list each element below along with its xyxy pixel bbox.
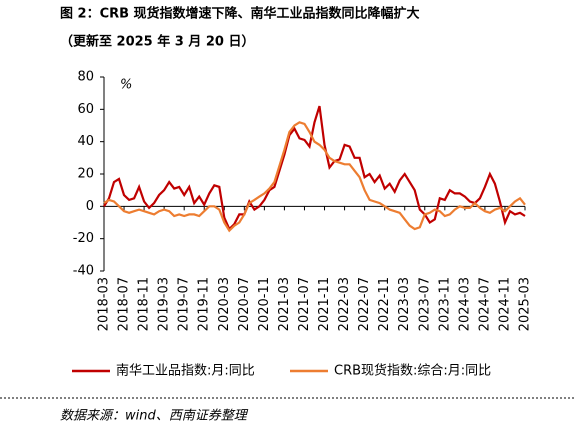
x-tick-label: 2022-11 [377,277,392,331]
x-tick-label: 2018-07 [117,277,132,331]
y-tick-label: 40 [77,134,94,149]
x-tick-label: 2019-11 [197,277,212,331]
x-tick-label: 2018-03 [97,277,112,331]
x-tick-label: 2020-11 [257,277,272,331]
x-tick-label: 2019-03 [157,277,172,331]
x-tick-label: 2021-03 [277,277,292,331]
y-tick-label: 0 [86,199,94,214]
x-tick-label: 2018-11 [137,277,152,331]
x-tick-label: 2022-07 [357,277,372,331]
x-tick-label: 2021-07 [297,277,312,331]
y-tick-label: -40 [73,264,94,279]
chart-title: 图 2：CRB 现货指数增速下降、南华工业品指数同比降幅扩大 [60,6,420,22]
source: 数据来源：wind、西南证券整理 [60,409,249,424]
series-line [103,105,526,231]
chart-subtitle: （更新至 2025 年 3 月 20 日） [60,34,254,50]
legend-label: 南华工业品指数:月:同比 [116,363,255,379]
x-tick-label: 2020-07 [237,277,252,331]
x-tick-label: 2024-03 [457,277,472,331]
x-tick-label: 2019-07 [177,277,192,331]
x-tick-label: 2023-11 [437,277,452,331]
y-tick-label: -20 [73,231,94,246]
x-tick-label: 2024-11 [497,277,512,331]
y-tick-label: 80 [77,70,94,85]
series-line [103,121,526,233]
x-tick-label: 2025-03 [518,277,533,331]
y-tick-label: 60 [77,102,94,117]
x-tick-label: 2020-03 [217,277,232,331]
y-unit: % [120,78,132,93]
x-tick-label: 2021-11 [317,277,332,331]
x-tick-label: 2022-03 [337,277,352,331]
legend-label: CRB现货指数:综合:月:同比 [334,363,491,379]
x-tick-label: 2024-07 [477,277,492,331]
y-tick-label: 20 [77,167,94,182]
x-tick-label: 2023-03 [397,277,412,331]
x-tick-label: 2023-07 [417,277,432,331]
